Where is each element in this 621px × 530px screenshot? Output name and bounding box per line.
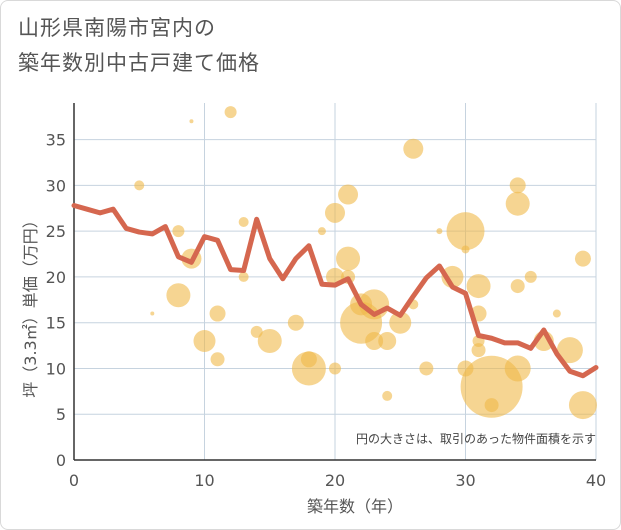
- trend-line: [71, 203, 599, 379]
- y-tick-label: 0: [56, 451, 66, 470]
- bubble-point: [574, 250, 591, 267]
- size-note: 円の大きさは、取引のあった物件面積を示す: [356, 431, 596, 446]
- chart-title-line1: 山形県南陽市宮内の: [18, 16, 216, 40]
- bubble-point: [209, 305, 226, 322]
- bubble-point: [210, 352, 225, 367]
- bubble-point: [552, 309, 561, 318]
- bubble-point: [338, 184, 359, 205]
- bubble-point: [300, 351, 317, 368]
- bubble-point: [317, 227, 326, 236]
- bubble-point: [510, 279, 525, 294]
- y-tick-label: 30: [46, 176, 66, 195]
- bubble-point: [461, 245, 470, 254]
- x-tick-label: 20: [325, 471, 345, 490]
- bubble-point: [524, 270, 537, 283]
- bubble-point: [471, 343, 486, 358]
- bubble-point: [287, 314, 304, 331]
- y-tick-label: 5: [56, 405, 66, 424]
- bubble-point: [466, 274, 491, 299]
- bubble-layer: [134, 106, 597, 420]
- bubble-point: [419, 361, 434, 376]
- bubble-point: [365, 332, 384, 350]
- bubble-point: [325, 202, 345, 223]
- bubble-point: [505, 191, 530, 216]
- y-axis-label: 坪（3.3㎡）単価（万円）: [21, 212, 40, 397]
- bubble-point: [329, 362, 341, 375]
- x-tick-label: 30: [455, 471, 475, 490]
- bubble-point: [336, 246, 361, 271]
- bubble-point: [504, 355, 531, 382]
- bubble-point: [257, 329, 282, 353]
- y-tick-label: 35: [46, 131, 66, 150]
- bubble-point: [224, 106, 237, 119]
- bubble-point: [193, 330, 216, 352]
- x-axis-label: 築年数（年）: [307, 497, 403, 516]
- x-tick-label: 10: [194, 471, 214, 490]
- bubble-point: [556, 337, 583, 364]
- bubble-point: [238, 271, 249, 282]
- bubble-point: [166, 283, 191, 308]
- y-tick-label: 20: [46, 268, 66, 287]
- bubble-point: [568, 391, 597, 420]
- bubble-point: [446, 212, 485, 251]
- bubble-point: [291, 351, 326, 386]
- y-tick-label: 15: [46, 314, 66, 333]
- bubble-point: [509, 177, 526, 194]
- y-tick-label: 10: [46, 359, 66, 378]
- x-tick-label: 0: [69, 471, 79, 490]
- bubble-point: [403, 138, 424, 159]
- bubble-point: [189, 119, 194, 124]
- y-tick-label: 25: [46, 222, 66, 241]
- bubble-point: [172, 225, 185, 238]
- tick-labels: 0 10 20 30 40 0 5 10 15 20 25 30 35: [46, 131, 607, 490]
- bubble-point: [150, 311, 155, 316]
- bubble-point: [238, 217, 249, 227]
- bubble-point: [389, 311, 412, 334]
- bubble-point: [134, 180, 145, 191]
- bubble-point: [484, 398, 499, 413]
- bubble-point: [378, 332, 397, 350]
- chart-title-line2: 築年数別中古戸建て価格: [18, 51, 260, 75]
- trend-line-layer: [71, 203, 599, 379]
- bubble-point: [436, 228, 443, 235]
- bubble-point: [382, 390, 393, 401]
- x-tick-label: 40: [586, 471, 606, 490]
